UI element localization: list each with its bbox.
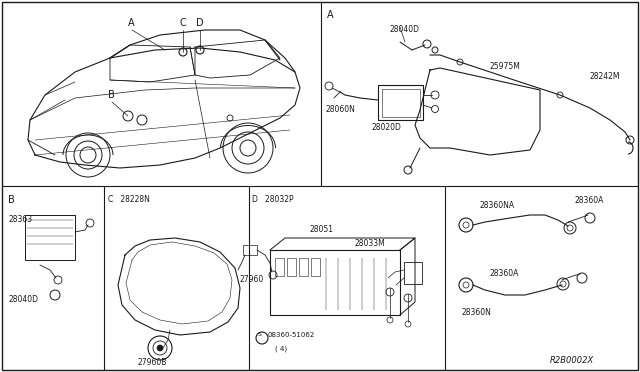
Text: 27960: 27960 <box>240 275 264 284</box>
Bar <box>378 85 423 120</box>
Text: 28363: 28363 <box>8 215 32 224</box>
Text: A: A <box>128 18 134 28</box>
Circle shape <box>157 345 163 351</box>
Bar <box>382 89 420 117</box>
Bar <box>275 258 284 276</box>
Bar <box>404 262 422 284</box>
Text: 28242M: 28242M <box>590 72 621 81</box>
Bar <box>270 250 400 315</box>
Text: 28360A: 28360A <box>575 196 604 205</box>
Bar <box>299 258 308 276</box>
Text: ( 4): ( 4) <box>275 346 287 353</box>
Text: B: B <box>108 90 115 100</box>
Text: 28040D: 28040D <box>8 295 38 304</box>
Text: 28033M: 28033M <box>355 239 386 248</box>
Bar <box>25 215 75 260</box>
Text: C   28228N: C 28228N <box>108 195 150 204</box>
Text: B: B <box>8 195 15 205</box>
Text: 28051: 28051 <box>310 225 334 234</box>
Bar <box>287 258 296 276</box>
Text: 28040D: 28040D <box>390 25 420 34</box>
Text: C: C <box>179 18 186 28</box>
Text: A: A <box>327 10 333 20</box>
Text: 08360-51062: 08360-51062 <box>268 332 316 338</box>
Text: D: D <box>196 18 204 28</box>
Text: 28360A: 28360A <box>490 269 520 278</box>
Bar <box>311 258 320 276</box>
Text: 27960B: 27960B <box>138 358 168 367</box>
Text: 28360NA: 28360NA <box>480 201 515 210</box>
Text: R2B0002X: R2B0002X <box>550 356 595 365</box>
Text: S: S <box>258 333 262 337</box>
Text: 28020D: 28020D <box>372 123 402 132</box>
Text: D   28032P: D 28032P <box>252 195 294 204</box>
Text: 28060N: 28060N <box>326 105 356 114</box>
Text: 28360N: 28360N <box>462 308 492 317</box>
Bar <box>243 245 257 255</box>
Text: 25975M: 25975M <box>490 62 521 71</box>
